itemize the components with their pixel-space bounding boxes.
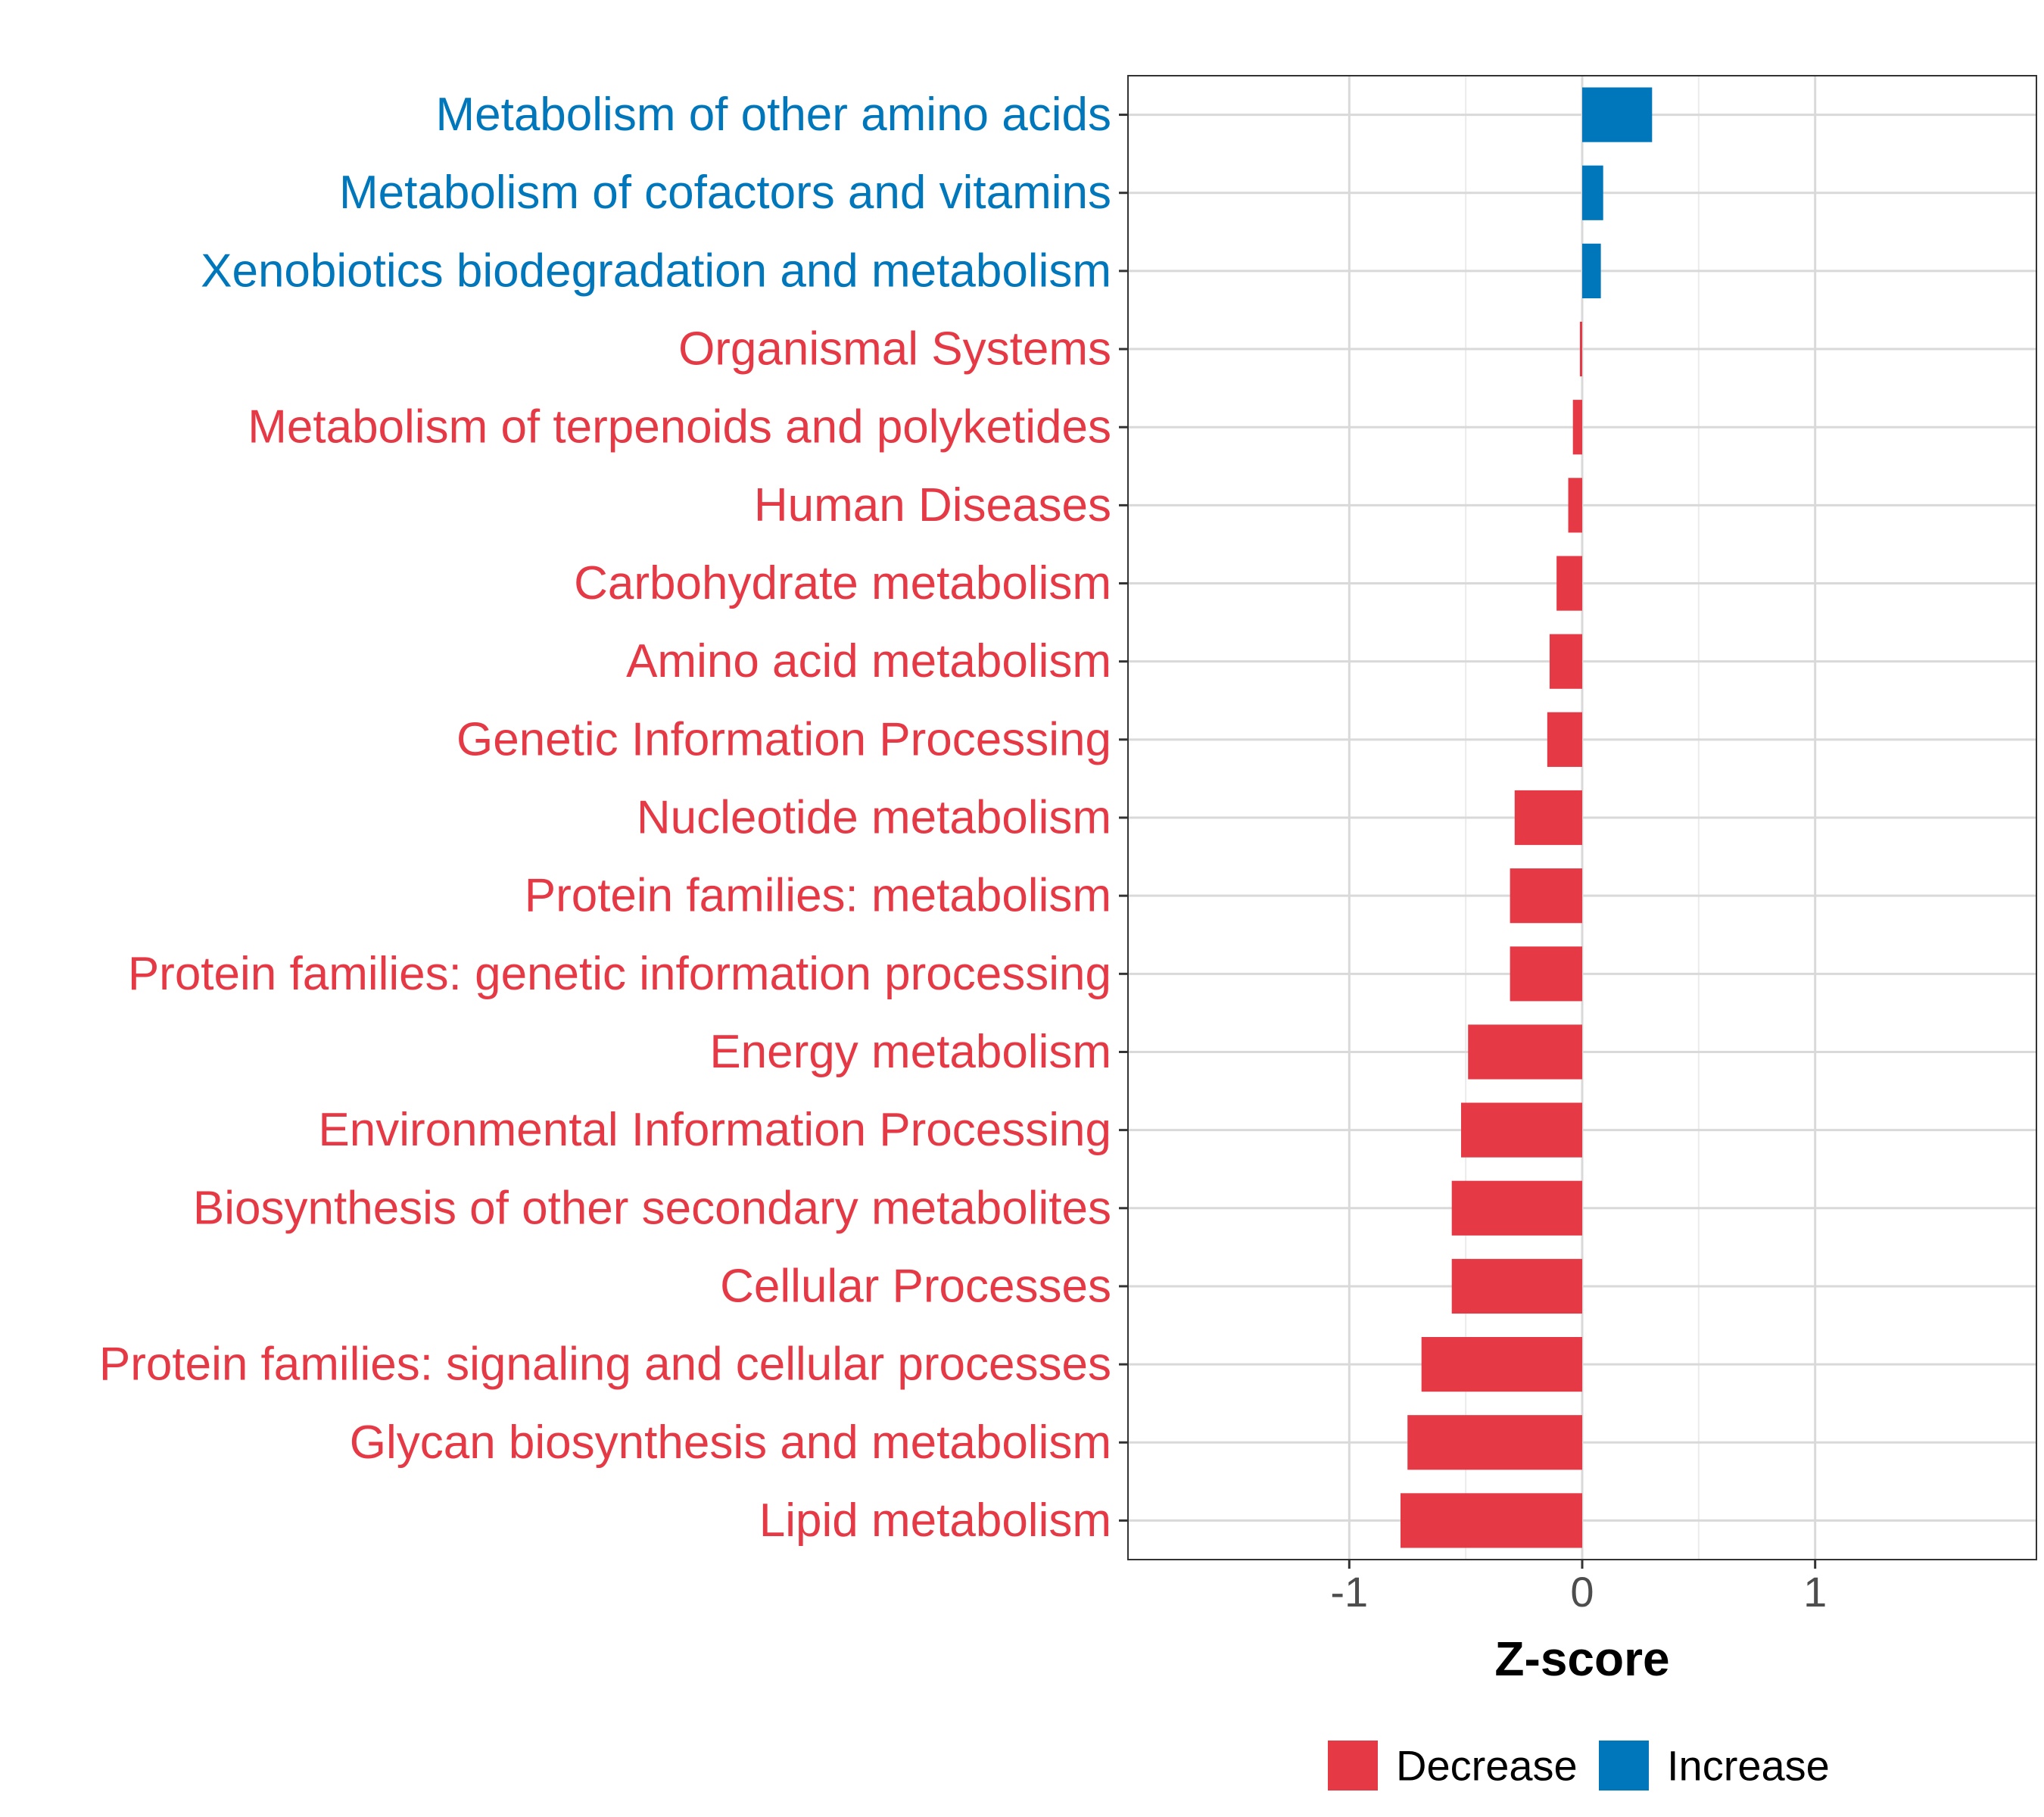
legend-label: Increase — [1667, 1742, 1830, 1790]
legend-key-increase — [1599, 1741, 1649, 1791]
y-tick-label: Xenobiotics biodegradation and metabolis… — [201, 245, 1111, 297]
x-tick-label: 1 — [1803, 1568, 1827, 1616]
bar — [1510, 868, 1582, 924]
bar — [1556, 556, 1582, 611]
y-tick-label: Amino acid metabolism — [626, 635, 1111, 687]
y-tick-label: Protein families: metabolism — [525, 870, 1111, 922]
y-axis-ticks: Metabolism of other amino acids Metabolis… — [99, 89, 1128, 1547]
legend-label: Decrease — [1396, 1742, 1578, 1790]
y-tick-label: Metabolism of terpenoids and polyketides — [248, 401, 1111, 453]
bar — [1421, 1337, 1582, 1392]
y-tick-label: Metabolism of other amino acids — [435, 89, 1111, 141]
y-tick-label: Genetic Information Processing — [456, 713, 1111, 765]
bar — [1572, 400, 1582, 455]
bar — [1582, 87, 1653, 142]
bar — [1579, 321, 1582, 377]
x-tick-label: 0 — [1570, 1568, 1594, 1616]
bar — [1401, 1493, 1582, 1548]
bar — [1468, 1024, 1582, 1080]
y-tick-label: Biosynthesis of other secondary metaboli… — [193, 1182, 1111, 1234]
y-tick-label: Human Diseases — [754, 479, 1111, 531]
legend: Decrease Increase — [1328, 1741, 1830, 1791]
y-tick-label: Cellular Processes — [720, 1260, 1111, 1312]
bars — [1401, 87, 1653, 1548]
y-tick-label: Protein families: genetic information pr… — [128, 948, 1111, 1000]
bar — [1514, 790, 1582, 846]
bar — [1582, 165, 1603, 220]
bar — [1451, 1258, 1582, 1314]
bar — [1568, 478, 1582, 533]
y-tick-label: Protein families: signaling and cellular… — [99, 1339, 1111, 1391]
x-axis-title: Z-score — [1494, 1632, 1669, 1686]
y-tick-label: Metabolism of cofactors and vitamins — [339, 167, 1111, 219]
bar — [1547, 712, 1582, 767]
y-tick-label: Nucleotide metabolism — [637, 792, 1111, 844]
legend-key-decrease — [1328, 1741, 1378, 1791]
y-tick-label: Carbohydrate metabolism — [574, 557, 1111, 609]
y-tick-label: Organismal Systems — [678, 323, 1111, 376]
x-tick-label: -1 — [1330, 1568, 1368, 1616]
y-tick-label: Lipid metabolism — [759, 1494, 1111, 1547]
bar — [1582, 243, 1601, 298]
x-axis-ticks: -1 0 1 — [1330, 1560, 1827, 1616]
bar — [1510, 946, 1582, 1002]
bar — [1549, 634, 1582, 689]
bar — [1451, 1180, 1582, 1236]
y-tick-label: Glycan biosynthesis and metabolism — [350, 1417, 1111, 1469]
bar — [1461, 1102, 1582, 1158]
y-tick-label: Energy metabolism — [709, 1026, 1111, 1078]
bar — [1407, 1415, 1582, 1470]
y-tick-label: Environmental Information Processing — [318, 1104, 1111, 1156]
